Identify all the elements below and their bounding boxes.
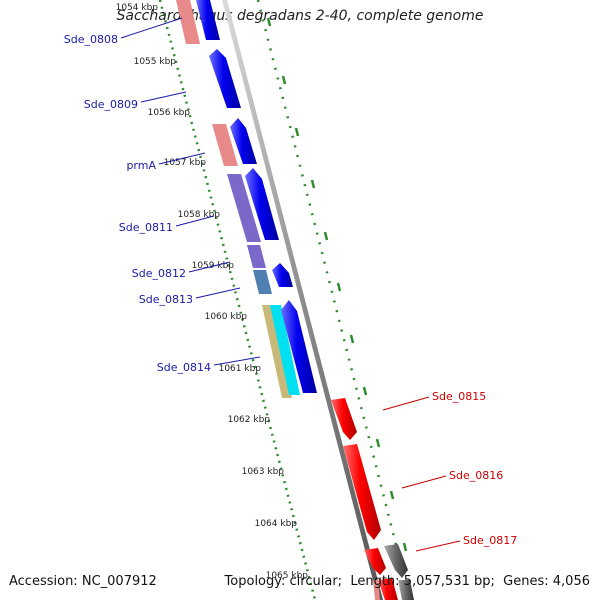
- gene-feature-bottom-gray[interactable]: [398, 580, 414, 600]
- gene-label-left[interactable]: Sde_0811: [119, 221, 173, 234]
- gene-labels: Sde_0808 Sde_0809 prmA Sde_0811 Sde_0812 Sde_…: [64, 17, 517, 552]
- gene-leader-line: [140, 91, 187, 103]
- genes-value: 4,056: [552, 574, 590, 589]
- accession-label: Accession:: [9, 574, 78, 589]
- gene-feature-sde-0814[interactable]: [281, 300, 317, 393]
- gene-feature-sde-0808-cds[interactable]: [196, 0, 220, 40]
- gene-leader-line: [401, 475, 447, 489]
- gene-feature-sde-0808[interactable]: [176, 0, 200, 44]
- gene-feature-sde-0815[interactable]: [331, 398, 357, 440]
- gene-leader-line: [213, 356, 261, 366]
- topology-label: Topology:: [224, 574, 286, 589]
- genes-label: Genes:: [503, 574, 549, 589]
- gene-feature-sde-0809[interactable]: [209, 49, 241, 108]
- ruler-tick-label: 1065 kbp: [266, 571, 309, 581]
- gene-feature-sde-0812-rna[interactable]: [247, 245, 266, 268]
- ruler-tick-label: 1056 kbp: [148, 108, 191, 118]
- gene-feature-sde-0814-rna[interactable]: [262, 305, 292, 398]
- gene-feature-prma-rna[interactable]: [212, 124, 238, 166]
- gene-label-left[interactable]: Sde_0814: [157, 361, 211, 374]
- ruler-tick-label: 1064 kbp: [255, 519, 298, 529]
- gene-leader-line: [158, 152, 206, 165]
- gene-label-left[interactable]: Sde_0813: [139, 293, 193, 306]
- gene-leader-line: [382, 396, 430, 411]
- gene-label-right[interactable]: Sde_0815: [432, 390, 486, 403]
- gene-leader-line: [175, 215, 215, 227]
- gene-label-left[interactable]: prmA: [126, 159, 156, 172]
- ruler-tick-label: 1061 kbp: [219, 364, 262, 374]
- topology-value: circular: [289, 574, 338, 589]
- ruler-tick-label: 1055 kbp: [134, 57, 177, 67]
- gene-feature-bottom-red[interactable]: [378, 578, 398, 600]
- length-value: 5,057,531 bp: [403, 574, 491, 589]
- ruler-tick-label: 1058 kbp: [178, 210, 221, 220]
- gene-feature-sde-0811[interactable]: [245, 168, 279, 240]
- ruler-tick-label: 1060 kbp: [205, 312, 248, 322]
- ruler-tick-label: 1057 kbp: [164, 158, 207, 168]
- gene-features: [176, 0, 414, 600]
- accession-info: Accession: NC_007912: [9, 574, 157, 589]
- gene-leader-line: [195, 287, 241, 299]
- ruler-tick-label: 1054 kbp: [116, 3, 159, 13]
- outer-dotted-track: [256, 0, 412, 600]
- gene-feature-pink-bottom[interactable]: [373, 580, 380, 600]
- ruler-dotted-line: [158, 0, 317, 600]
- gene-leader-line: [415, 540, 461, 552]
- backbone-strand: [222, 0, 383, 600]
- length-label: Length:: [350, 574, 400, 589]
- gene-feature-sde-0813[interactable]: [253, 270, 272, 294]
- gene-feature-sde-0811-rna[interactable]: [227, 174, 261, 242]
- genome-stats: Topology: circular; Length: 5,057,531 bp…: [224, 574, 590, 589]
- gene-feature-sde-0817[interactable]: [364, 548, 386, 575]
- gene-feature-sde-0814-cds[interactable]: [270, 305, 300, 395]
- accession-value: NC_007912: [81, 574, 157, 589]
- gene-label-left[interactable]: Sde_0812: [132, 267, 186, 280]
- gene-feature-sde-0816[interactable]: [343, 444, 381, 540]
- gene-leader-line: [188, 261, 231, 273]
- gene-label-left[interactable]: Sde_0808: [64, 33, 118, 46]
- gene-feature-sde-0812[interactable]: [272, 263, 293, 287]
- gene-label-right[interactable]: Sde_0817: [463, 534, 517, 547]
- gene-feature-prma[interactable]: [230, 118, 257, 164]
- gene-feature-sde-0817-gray[interactable]: [384, 544, 408, 578]
- ruler-tick-labels: 1054 kbp 1055 kbp 1056 kbp 1057 kbp 1058 kbp…: [116, 3, 309, 581]
- ruler-tick-label: 1063 kbp: [242, 467, 285, 477]
- gene-leader-line: [120, 17, 183, 39]
- gene-label-left[interactable]: Sde_0809: [84, 98, 138, 111]
- gene-label-right[interactable]: Sde_0816: [449, 469, 503, 482]
- outer-track-ticks: [266, 17, 408, 552]
- ruler-tick-label: 1062 kbp: [228, 415, 271, 425]
